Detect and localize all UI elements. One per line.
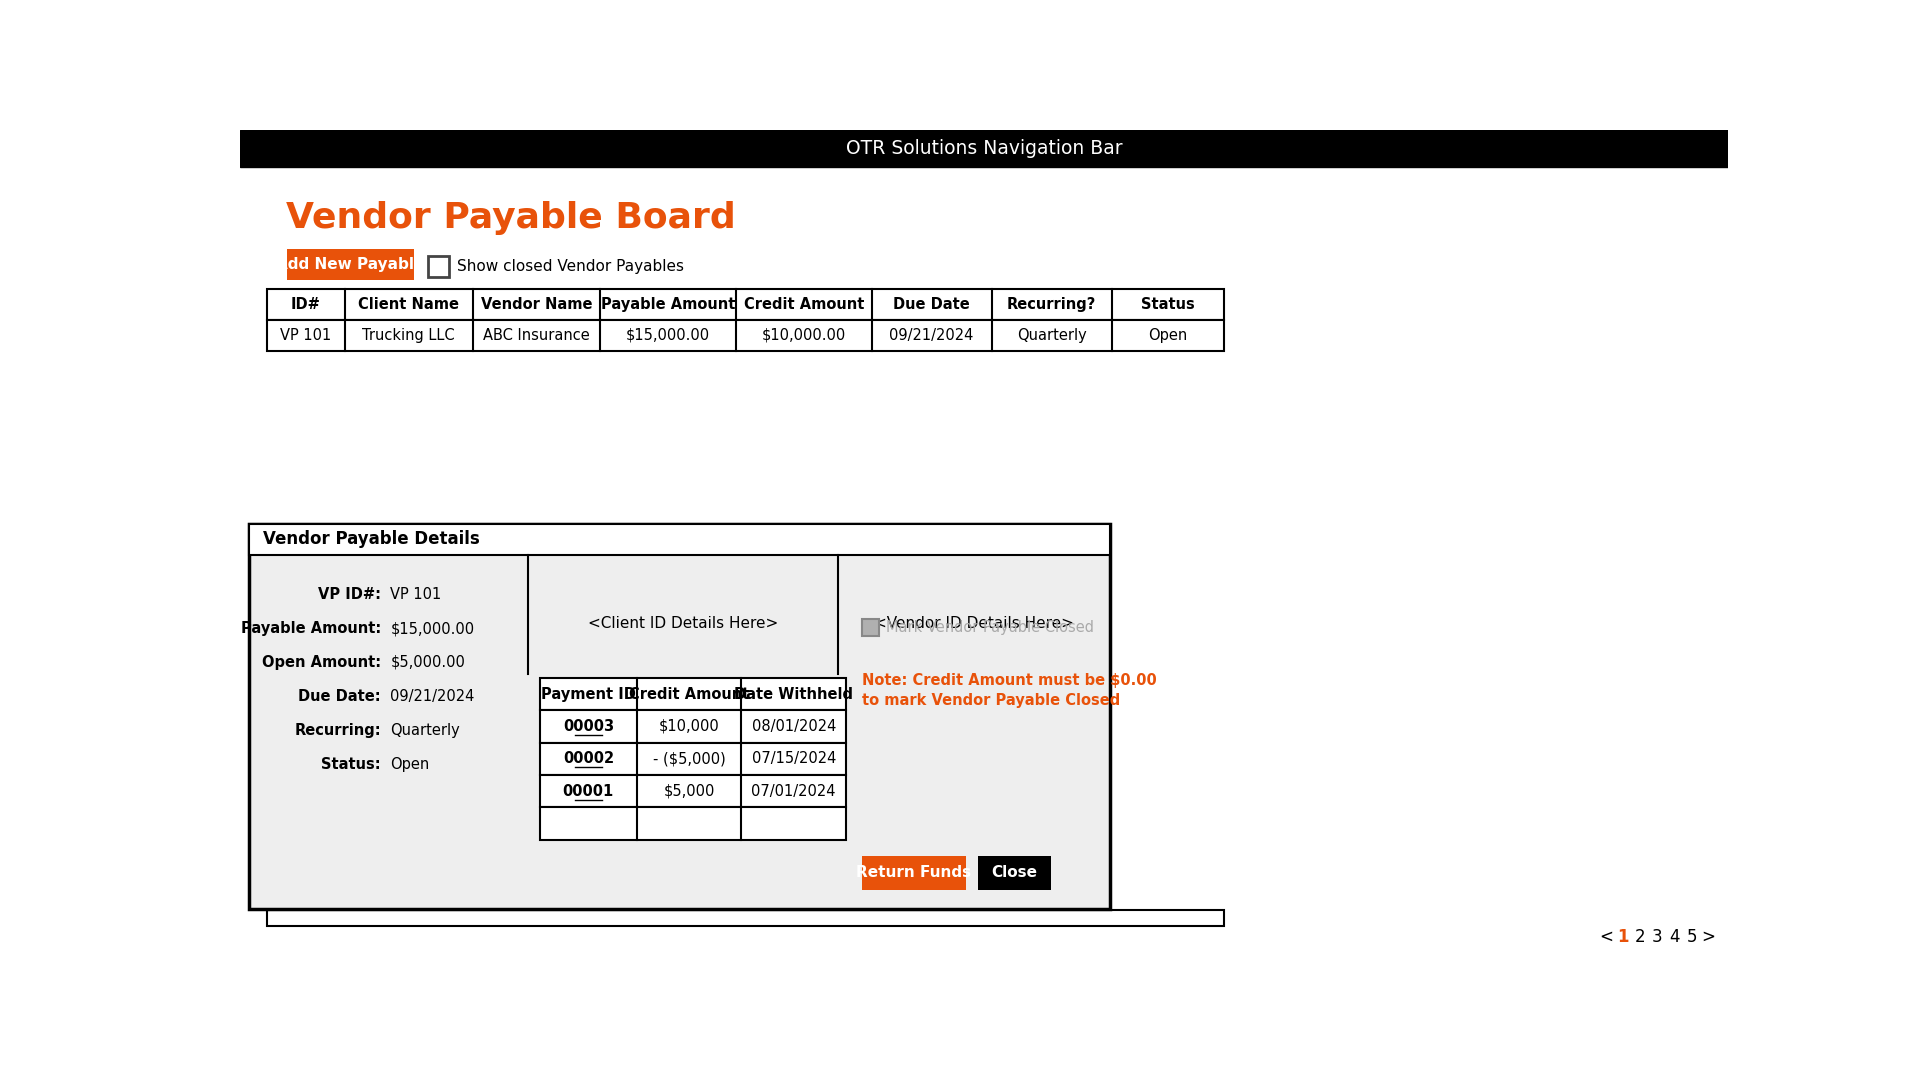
Text: <Client ID Details Here>: <Client ID Details Here> (588, 617, 778, 632)
Text: - ($5,000): - ($5,000) (653, 752, 726, 766)
Bar (267, 910, 1225, 926)
Text: Close: Close (991, 865, 1037, 880)
Bar (240, 130, 1728, 166)
Text: 00001: 00001 (563, 783, 614, 798)
Text: 07/15/2024: 07/15/2024 (751, 752, 835, 766)
Text: 09/21/2024: 09/21/2024 (390, 689, 474, 704)
Text: ID#: ID# (292, 297, 321, 312)
Text: Return Funds: Return Funds (856, 865, 972, 880)
Text: Credit Amount: Credit Amount (743, 297, 864, 312)
Text: 07/01/2024: 07/01/2024 (751, 783, 835, 798)
Text: Quarterly: Quarterly (1018, 327, 1087, 342)
Text: VP 101: VP 101 (390, 588, 442, 603)
Bar (250, 524, 1110, 555)
Text: Recurring?: Recurring? (1008, 297, 1096, 312)
Text: Due Date: Due Date (893, 297, 970, 312)
Text: Client Name: Client Name (357, 297, 459, 312)
Bar (977, 855, 1052, 890)
Text: OTR Solutions Navigation Bar: OTR Solutions Navigation Bar (845, 138, 1123, 158)
Text: Status:: Status: (321, 757, 380, 771)
Text: Open: Open (390, 757, 430, 771)
Text: 4: 4 (1668, 928, 1680, 946)
Text: VP 101: VP 101 (280, 327, 332, 342)
Text: to mark Vendor Payable Closed: to mark Vendor Payable Closed (862, 693, 1119, 708)
Bar (540, 678, 847, 711)
Text: Payable Amount: Payable Amount (601, 297, 735, 312)
Text: Date Withheld: Date Withheld (733, 687, 852, 702)
Text: 2: 2 (1636, 928, 1645, 946)
Text: Add New Payable: Add New Payable (276, 257, 424, 272)
Text: Quarterly: Quarterly (390, 723, 461, 738)
Bar (862, 855, 966, 890)
Text: 09/21/2024: 09/21/2024 (889, 327, 973, 342)
Text: Vendor Name: Vendor Name (480, 297, 591, 312)
Text: 5: 5 (1686, 928, 1697, 946)
Text: Mark Vendor Payable Closed: Mark Vendor Payable Closed (887, 620, 1094, 635)
Text: VP ID#:: VP ID#: (319, 588, 380, 603)
Text: $15,000.00: $15,000.00 (390, 621, 474, 636)
Text: $5,000.00: $5,000.00 (390, 654, 465, 670)
Text: Open Amount:: Open Amount: (261, 654, 380, 670)
Text: 08/01/2024: 08/01/2024 (751, 719, 835, 733)
Text: Credit Amount: Credit Amount (630, 687, 749, 702)
Bar (428, 256, 449, 278)
Bar (540, 711, 847, 743)
Text: Vendor Payable Details: Vendor Payable Details (263, 530, 480, 549)
Text: 00003: 00003 (563, 719, 614, 733)
Text: Trucking LLC: Trucking LLC (363, 327, 455, 342)
Bar (286, 249, 415, 280)
Text: $15,000.00: $15,000.00 (626, 327, 710, 342)
Text: Open: Open (1148, 327, 1188, 342)
Text: Vendor Payable Board: Vendor Payable Board (286, 201, 735, 235)
Text: Recurring:: Recurring: (294, 723, 380, 738)
Bar (540, 774, 847, 807)
Text: $10,000.00: $10,000.00 (762, 327, 847, 342)
Text: Payable Amount:: Payable Amount: (240, 621, 380, 636)
Text: Show closed Vendor Payables: Show closed Vendor Payables (457, 259, 684, 274)
Text: 1: 1 (1619, 928, 1630, 946)
Text: 3: 3 (1653, 928, 1663, 946)
Text: Due Date:: Due Date: (298, 689, 380, 704)
Bar (267, 289, 1225, 320)
Text: Note: Credit Amount must be $0.00: Note: Credit Amount must be $0.00 (862, 673, 1156, 688)
Bar (250, 524, 1110, 909)
Text: Status: Status (1140, 297, 1194, 312)
Bar (540, 807, 847, 839)
Text: $5,000: $5,000 (664, 783, 714, 798)
Text: >: > (1701, 928, 1716, 946)
Text: Payment ID: Payment ID (541, 687, 636, 702)
Text: <: < (1599, 928, 1613, 946)
Text: $10,000: $10,000 (659, 719, 720, 733)
Bar (267, 320, 1225, 351)
Text: <Vendor ID Details Here>: <Vendor ID Details Here> (874, 617, 1073, 632)
Bar (862, 619, 879, 636)
Text: 00002: 00002 (563, 752, 614, 766)
Text: ABC Insurance: ABC Insurance (484, 327, 589, 342)
Bar (540, 743, 847, 774)
